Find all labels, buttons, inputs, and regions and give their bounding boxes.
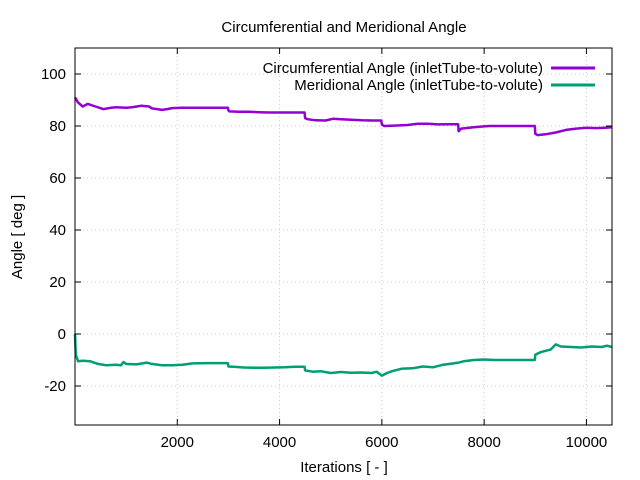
x-tick-label: 6000 [365,434,398,451]
series-layer [73,96,613,377]
y-tick-label: 0 [58,326,66,343]
x-axis-title: Iterations [ - ] [300,459,388,476]
y-tick-label: 80 [49,118,66,135]
x-tick-label: 10000 [566,434,608,451]
grid-lines [75,48,612,425]
legend-label: Meridional Angle (inletTube-to-volute) [294,77,543,94]
tick-labels: 2000 4000 6000 8000 10000 -20 0 20 40 60 80 100 [41,48,612,451]
plot-frame [74,47,613,426]
y-tick-label: 60 [49,170,66,187]
chart-title: Circumferential and Meridional Angle [221,19,466,36]
series-line-circumferential [73,96,613,137]
y-tick-label: 20 [49,274,66,291]
y-axis-title: Angle [ deg ] [9,195,26,279]
x-tick-label: 4000 [263,434,296,451]
series-line-meridional [73,333,613,377]
legend-label: Circumferential Angle (inletTube-to-volu… [263,60,543,77]
y-tick-label: 40 [49,222,66,239]
x-tick-label: 2000 [161,434,194,451]
legend: Circumferential Angle (inletTube-to-volu… [263,60,595,94]
y-tick-label: 100 [41,66,66,83]
x-tick-label: 8000 [467,434,500,451]
y-tick-label: -20 [44,378,66,395]
